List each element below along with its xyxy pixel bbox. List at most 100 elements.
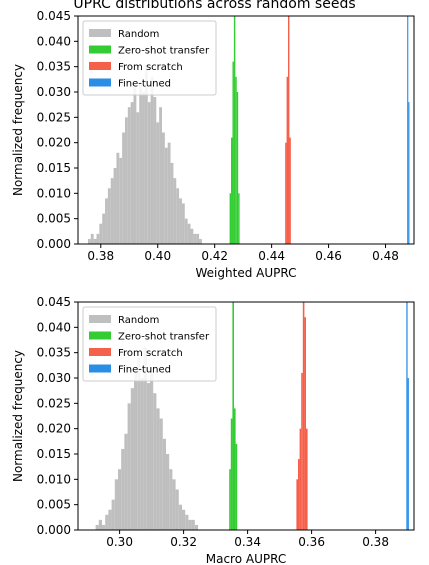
y-tick-label: 0.045	[37, 9, 71, 23]
x-tick-label: 0.42	[201, 249, 228, 263]
y-tick-label: 0.040	[37, 320, 71, 334]
histogram-bar-random	[140, 378, 144, 530]
histogram-bar-random	[156, 122, 160, 244]
histogram-bar-random	[127, 403, 131, 530]
histogram-bar-random	[93, 238, 97, 244]
legend-swatch	[89, 364, 111, 373]
histogram-bar-from-scratch	[289, 137, 291, 244]
histogram-bar-fine-tuned	[408, 102, 410, 244]
x-tick-label: 0.38	[87, 249, 114, 263]
histogram-bar-random	[119, 157, 123, 244]
histogram-bar-random	[172, 479, 176, 530]
y-tick-label: 0.020	[37, 422, 71, 436]
histogram-bar-random	[102, 524, 106, 530]
y-tick-label: 0.030	[37, 85, 71, 99]
histogram-bar-random	[147, 102, 151, 244]
legend-swatch	[89, 45, 111, 54]
histogram-bar-random	[98, 519, 102, 530]
histogram-bar-random	[95, 524, 99, 530]
x-tick-label: 0.44	[258, 249, 285, 263]
x-tick-label: 0.48	[372, 249, 399, 263]
legend-label: Random	[118, 29, 159, 40]
histogram-bar-random	[144, 66, 148, 244]
y-axis-label: Normalized frequency	[11, 350, 25, 482]
y-tick-label: 0.005	[37, 212, 71, 226]
histogram-bar-random	[182, 509, 186, 530]
histogram-bar-random	[124, 117, 128, 244]
histogram-bar-from-scratch	[304, 317, 306, 530]
histogram-bar-random	[99, 223, 103, 244]
x-axis-label: Macro AUPRC	[206, 552, 286, 565]
legend-label: Zero-shot transfer	[118, 46, 210, 57]
histogram-bar-random	[139, 81, 143, 244]
x-tick-label: 0.36	[298, 535, 325, 549]
histogram-bar-random	[133, 86, 137, 244]
legend-swatch	[89, 348, 111, 356]
histogram-bar-random	[122, 132, 125, 244]
histogram-bar-random	[96, 233, 100, 244]
y-axis-label: Normalized frequency	[11, 64, 25, 196]
histogram-bar-zero-shot-transfer	[231, 137, 233, 244]
legend-label: Fine-tuned	[118, 365, 171, 376]
histogram-bar-random	[188, 519, 192, 530]
histogram-bar-random	[164, 147, 168, 244]
histogram-bar-random	[162, 438, 166, 530]
histogram-bar-random	[87, 238, 91, 244]
histogram-bar-random	[173, 178, 177, 244]
x-tick-label: 0.30	[106, 535, 133, 549]
legend-label: Fine-tuned	[118, 79, 171, 90]
histogram-bar-random	[187, 223, 191, 244]
histogram-bar-fine-tuned	[406, 302, 408, 530]
x-tick-label: 0.46	[315, 249, 342, 263]
histogram-bar-random	[193, 233, 197, 244]
histogram-bar-random	[185, 514, 189, 530]
histogram-bar-random	[184, 218, 188, 244]
y-tick-label: 0.010	[37, 472, 71, 486]
histogram-bar-random	[167, 142, 171, 244]
y-tick-label: 0.035	[37, 346, 71, 360]
figure-title: UPRC distributions across random seeds	[73, 0, 356, 12]
histogram-bar-zero-shot-transfer	[232, 61, 234, 244]
legend-box	[82, 306, 217, 382]
histogram-bar-random	[169, 469, 173, 530]
histogram-bar-random	[196, 233, 200, 244]
legend-swatch	[89, 331, 111, 340]
histogram-bars	[95, 302, 409, 530]
histogram-bar-random	[159, 418, 163, 530]
histogram-bar-random	[178, 504, 182, 530]
histogram-bar-random	[143, 347, 147, 530]
x-tick-label: 0.38	[362, 535, 389, 549]
histogram-bar-zero-shot-transfer	[229, 193, 232, 244]
y-tick-label: 0.015	[37, 161, 71, 175]
histogram-bar-random	[191, 519, 195, 530]
histogram-bar-random	[142, 92, 145, 244]
histogram-bar-zero-shot-transfer	[234, 408, 236, 530]
histogram-bar-random	[130, 102, 134, 244]
y-tick-label: 0.025	[37, 110, 71, 124]
histogram-bar-random	[156, 408, 160, 530]
legend-swatch	[89, 78, 111, 87]
chart-panel-1: 0.38 0.40 0.42 0.44 0.46 0.48 0.000 0.005 0.010 0…	[11, 9, 415, 280]
histogram-bar-random	[137, 357, 141, 530]
legend-swatch	[89, 315, 111, 323]
histogram-bar-random	[146, 383, 150, 530]
histogram-bar-zero-shot-transfer	[238, 193, 240, 244]
histogram-bar-from-scratch	[288, 16, 290, 244]
y-tick-label: 0.000	[37, 237, 71, 251]
y-tick-label: 0.000	[37, 523, 71, 537]
histogram-bar-random	[153, 97, 157, 244]
y-tick-label: 0.015	[37, 447, 71, 461]
histogram-bar-from-scratch	[306, 428, 308, 530]
legend-swatch	[89, 62, 111, 70]
histogram-bar-random	[90, 233, 94, 244]
y-tick-label: 0.035	[37, 60, 71, 74]
y-tick-label: 0.010	[37, 186, 71, 200]
histogram-bar-random	[175, 489, 179, 530]
histogram-bar-fine-tuned	[407, 16, 409, 244]
histogram-bar-random	[170, 162, 174, 244]
y-tick-label: 0.020	[37, 136, 71, 150]
histogram-bar-random	[108, 509, 112, 530]
x-tick-label: 0.32	[170, 535, 197, 549]
histogram-bar-random	[179, 198, 182, 244]
